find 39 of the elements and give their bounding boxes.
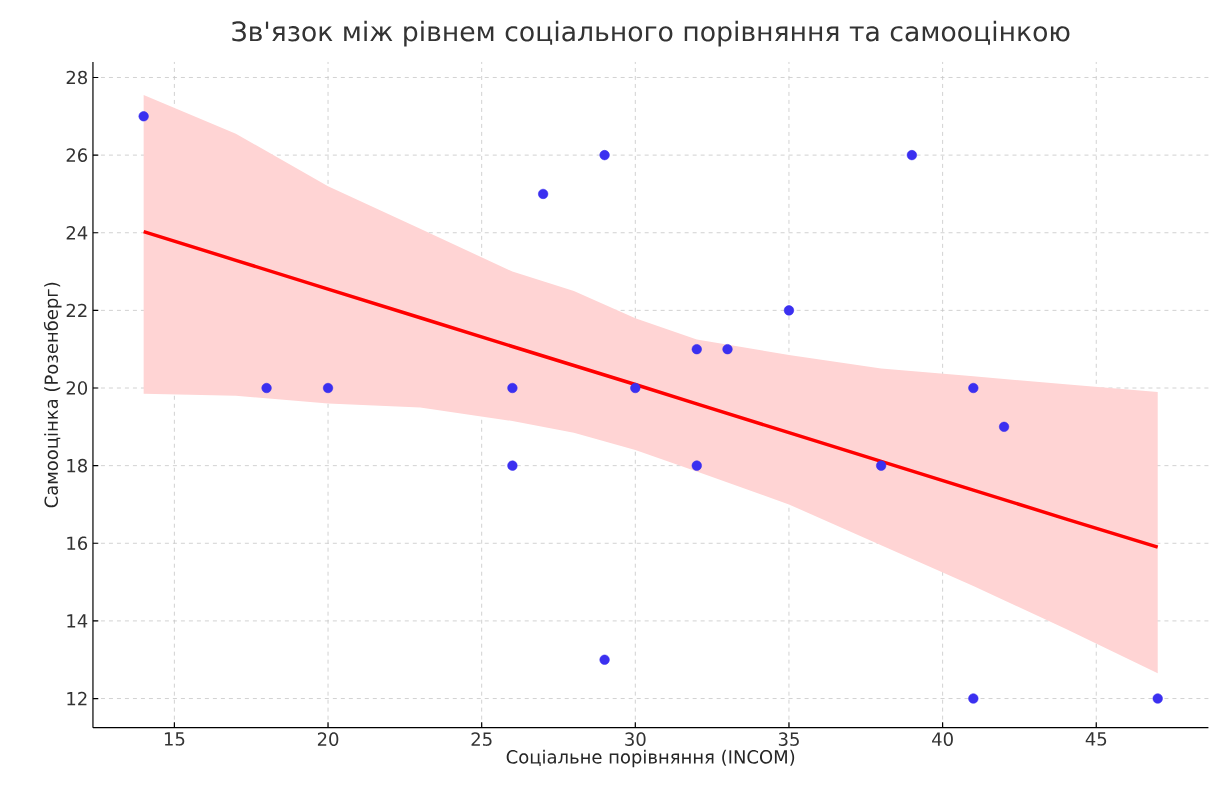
chart-title: Зв'язок між рівнем соціального порівняння та самооцінкою <box>232 20 1070 47</box>
y-tick-label: 14 <box>67 614 88 628</box>
y-tick-label: 16 <box>67 536 88 551</box>
y-tick-label: 28 <box>66 70 88 85</box>
point <box>1152 693 1163 704</box>
point <box>507 383 518 394</box>
y-tick-label: 24 <box>66 226 88 240</box>
point <box>538 189 549 200</box>
point <box>322 383 334 394</box>
y-axis-title: Самооцінка (Розенберг) <box>43 282 62 508</box>
y-tick-label: 20 <box>66 381 88 395</box>
point <box>630 383 641 394</box>
x-tick-label: 15 <box>164 732 185 746</box>
point <box>783 305 795 316</box>
x-tick-label: 30 <box>625 732 646 747</box>
point <box>261 383 272 394</box>
point <box>876 460 887 471</box>
point <box>691 460 702 471</box>
point <box>691 344 702 355</box>
y-tick-label: 12 <box>67 692 87 706</box>
point <box>999 421 1010 433</box>
point <box>507 460 518 471</box>
point <box>906 150 917 161</box>
point <box>968 693 979 704</box>
point <box>599 654 610 665</box>
point <box>722 344 733 355</box>
y-tick-label: 18 <box>67 459 88 473</box>
point <box>968 383 979 394</box>
x-tick-label: 40 <box>932 732 953 747</box>
x-tick-label: 25 <box>471 732 492 747</box>
x-tick-label: 45 <box>1085 732 1107 746</box>
line-series <box>141 230 1160 550</box>
x-axis-title: Соціальне порівняння (INCOM) <box>506 749 795 768</box>
point <box>138 111 149 122</box>
point <box>599 150 610 161</box>
y-tick-label: 26 <box>66 148 88 163</box>
x-tick-label: 35 <box>778 732 799 747</box>
y-tick-label: 22 <box>66 303 87 318</box>
x-tick-label: 20 <box>317 732 339 747</box>
